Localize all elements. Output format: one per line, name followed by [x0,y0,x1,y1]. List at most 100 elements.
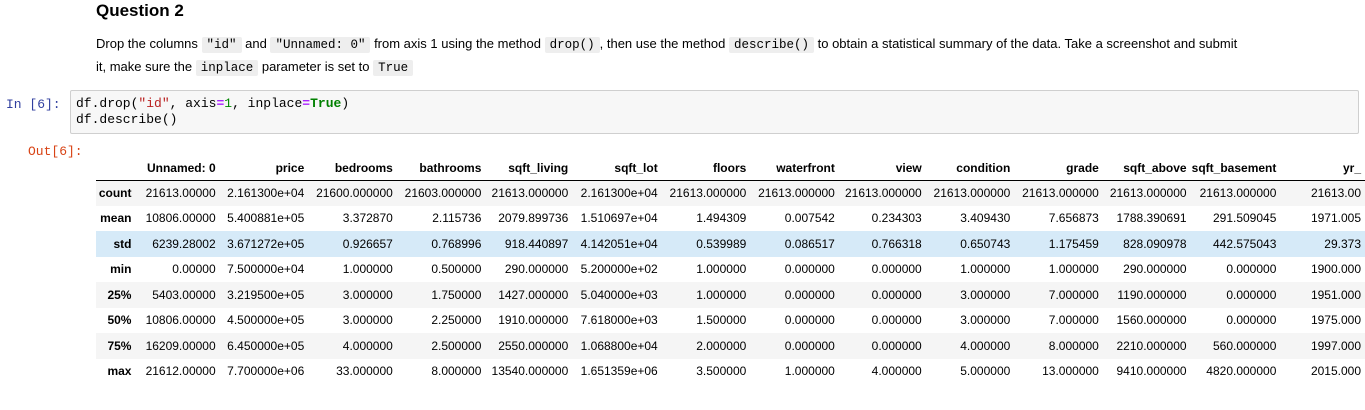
table-cell: 6.450000e+05 [227,338,305,353]
table-cell: 1560.000000 [1116,313,1187,328]
table-cell: 0.000000 [871,262,922,277]
table-cell: 1910.000000 [498,313,569,328]
table-cell: 21600.000000 [316,186,393,200]
table-cell: 21613.00 [1310,186,1361,200]
table-cell: 21613.000000 [933,186,1011,200]
table-cell: 6239.28002 [152,236,216,251]
table-cell: 2210.000000 [1116,338,1187,353]
code-line: df.describe() [76,112,178,127]
table-cell: 1.000000 [696,287,747,302]
inline-code: inplace [195,60,259,76]
code-token: df.drop( [76,96,139,111]
column-header: sqft_living [485,156,573,181]
text-segment: it, make sure the [96,59,196,74]
table-cell: 4.000000 [871,364,922,379]
row-label: count [98,186,132,200]
table-cell: 7.656873 [1048,211,1099,226]
table-cell: 4820.000000 [1206,364,1277,379]
table-cell: 1190.000000 [1117,287,1187,302]
table-cell: 21613.000000 [758,186,835,200]
text-segment: to obtain a statistical summary of the d… [814,36,1238,51]
table-cell: 1.500000 [696,313,747,328]
table-cell: 5.400881e+05 [227,211,305,226]
table-cell: 7.700000e+06 [227,364,305,379]
table-cell: 8.000000 [1048,338,1099,353]
text-segment: Drop the columns [96,36,202,51]
table-cell: 3.671272e+05 [227,236,305,251]
table-cell: 3.372870 [342,211,393,226]
code-token-number: 1 [224,96,233,111]
table-cell: 1.000000 [784,364,835,379]
table-cell: 0.000000 [871,338,922,353]
table-cell: 1.651359e+06 [580,364,658,379]
table-cell: 0.926657 [342,236,393,251]
table-row: max 21612.00000 7.700000e+06 33.000000 8.000… [96,359,1365,385]
code-token-operator: = [302,96,311,111]
code-editor[interactable]: df.drop("id", axis=1, inplace=True) df.d… [71,91,1358,128]
text-segment: from axis 1 using the method [370,36,545,51]
inline-code: drop() [544,37,600,53]
row-label: 25% [107,287,132,302]
table-cell: 21613.00000 [145,186,216,200]
table-cell: 0.539989 [696,236,747,251]
table-cell: 4.142051e+04 [580,236,658,251]
table-cell: 1997.000 [1310,338,1361,353]
table-cell: 5.200000e+02 [580,262,658,277]
inline-code: "id" [201,37,242,53]
table-cell: 7.000000 [1048,287,1099,302]
table-cell: 3.000000 [342,313,393,328]
table-cell: 1971.005 [1310,211,1361,226]
table-cell: 33.000000 [336,364,393,379]
column-header: yr_ [1280,156,1365,181]
text-segment: , then use the method [599,36,729,51]
column-header: price [219,156,309,181]
table-cell: 2015.000 [1310,364,1361,379]
row-label: 50% [107,313,132,328]
question-heading: Question 2 [96,1,184,20]
output-prompt: Out[6]: [28,144,83,159]
code-token: , inplace [232,96,303,111]
table-cell: 4.000000 [342,338,393,353]
table-cell: 29.373 [1324,236,1361,251]
table-cell: 10806.00000 [145,313,216,328]
table-cell: 3.219500e+05 [227,287,305,302]
table-cell: 13540.000000 [491,364,569,379]
table-cell: 2.115736 [432,211,482,226]
table-cell: 3.000000 [960,313,1011,328]
table-cell: 0.000000 [1226,262,1277,277]
table-cell: 5403.00000 [152,287,216,302]
column-header: bedrooms [308,156,397,181]
table-cell: 7.500000e+04 [227,262,305,277]
text-segment: and [241,36,271,51]
row-label: mean [100,211,132,226]
index-header-cell [96,156,136,181]
table-cell: 0.000000 [871,313,922,328]
table-cell: 21613.000000 [491,186,569,200]
table-cell: 1.000000 [1048,262,1099,277]
column-header: grade [1014,156,1103,181]
table-cell: 3.000000 [342,287,393,302]
column-header: Unnamed: 0 [135,156,220,181]
column-header: waterfront [750,156,839,181]
column-header: condition [925,156,1015,181]
code-token: , axis [169,96,217,111]
table-cell: 2550.000000 [498,338,569,353]
table-cell: 16209.00000 [145,338,216,353]
table-cell: 828.090978 [1123,236,1187,251]
code-input-area[interactable]: df.drop("id", axis=1, inplace=True) df.d… [70,90,1359,134]
table-cell: 21612.00000 [145,364,216,379]
table-row: std 6239.28002 3.671272e+05 0.926657 0.76899… [96,231,1365,257]
table-cell: 0.000000 [784,313,835,328]
table-cell: 13.000000 [1042,364,1099,379]
input-prompt: In [6]: [6,97,61,112]
table-row: 25% 5403.00000 3.219500e+05 3.000000 1.75000… [96,282,1365,308]
table-cell: 0.000000 [1226,287,1277,302]
inline-code: describe() [729,37,815,53]
table-cell: 0.00000 [172,262,216,277]
table-cell: 2.161300e+04 [227,186,305,200]
table-cell: 560.000000 [1212,338,1277,353]
inline-code: True [373,60,414,76]
table-cell: 3.409430 [960,211,1011,226]
output-area: Unnamed: 0 price bedrooms bathrooms sqft_liv… [96,156,1365,410]
table-cell: 0.000000 [784,262,835,277]
